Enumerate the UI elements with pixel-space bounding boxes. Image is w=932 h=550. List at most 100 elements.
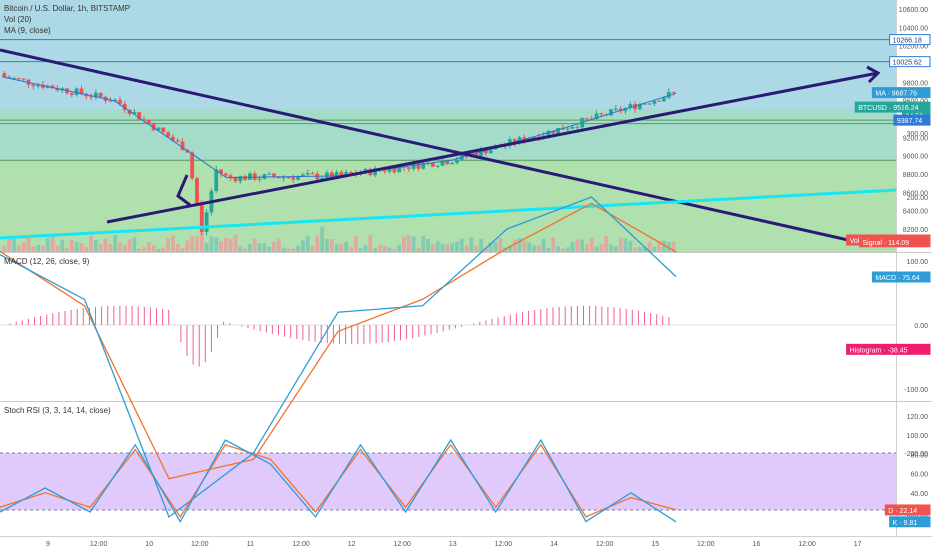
candle-body	[392, 168, 397, 173]
time-tick: 12:00	[596, 541, 614, 548]
volume-bar	[402, 236, 406, 252]
candle-body	[238, 176, 243, 182]
candle-body	[585, 118, 589, 120]
time-tick: 16	[753, 541, 761, 548]
support-line-cyan[interactable]	[0, 188, 897, 240]
time-tick: 14	[550, 541, 558, 548]
candle-body	[637, 104, 642, 110]
candle-body	[146, 119, 151, 124]
d-tag-bg	[884, 504, 931, 516]
volume-bar	[411, 236, 416, 252]
volume-bar	[585, 244, 589, 252]
candle-body	[122, 103, 127, 110]
stoch-rsi-series	[0, 438, 677, 523]
symbol-title[interactable]: Bitcoin / U.S. Dollar, 1h, BITSTAMP	[4, 4, 130, 13]
volume-bar	[156, 248, 161, 252]
volume-bar	[613, 246, 618, 252]
volume-bar	[666, 241, 671, 252]
volume-bar	[604, 236, 609, 252]
volume-bar	[36, 245, 41, 252]
volume-bar	[16, 245, 21, 252]
volume-bar	[137, 248, 142, 252]
level-10025-tag-label: 10025.62	[893, 60, 922, 67]
volume-bar	[609, 244, 613, 252]
time-axis[interactable]: 9 12:00 10 12:00 11 12:00 12 12:00 13 12:00 14 12:0…	[46, 541, 862, 548]
volume-bar	[450, 243, 455, 252]
volume-bar	[55, 245, 60, 252]
volume-bar	[108, 243, 113, 252]
ma-tag-bg	[871, 87, 931, 99]
volume-bar	[657, 240, 662, 252]
volume-bar	[219, 241, 223, 252]
volume-bar	[204, 243, 209, 252]
volume-bar	[392, 248, 397, 252]
volume-bar	[334, 244, 339, 252]
vol-indicator-label[interactable]: Vol (20)	[4, 15, 32, 24]
volume-bar	[50, 236, 55, 252]
volume-bar	[98, 243, 103, 252]
drawing-tools[interactable]	[0, 48, 897, 246]
downtrend-line[interactable]	[0, 48, 867, 246]
price-axes[interactable]: 8200.00 8400.00 8600.00 8800.00 9000.00 9200.…	[899, 7, 928, 522]
candle-body	[397, 166, 402, 173]
time-tick: 12:00	[393, 541, 411, 548]
price-pane-background	[0, 0, 896, 252]
candle-body	[445, 161, 450, 165]
volume-bar	[493, 242, 498, 252]
ma-indicator-label[interactable]: MA (9, close)	[4, 26, 51, 35]
volume-bar	[127, 239, 132, 252]
volume-bar	[209, 236, 214, 252]
volume-bar	[305, 235, 310, 252]
volume-bar	[300, 240, 305, 252]
candle-body	[16, 78, 21, 80]
volume-bar	[618, 237, 623, 252]
uptrend-arrow-line[interactable]	[106, 71, 879, 224]
candle-body	[151, 123, 156, 131]
volume-bar	[238, 246, 243, 252]
candle-body	[633, 104, 637, 110]
volume-bar	[353, 236, 358, 252]
candle-body	[652, 100, 657, 104]
candle-body	[508, 139, 512, 146]
price-tick: 10200.00	[899, 44, 928, 51]
volume-bar	[536, 245, 541, 252]
macd-title[interactable]: MACD (12, 26, close, 9)	[4, 257, 90, 266]
volume-bar	[286, 248, 291, 252]
volume-bar	[469, 236, 474, 252]
volume-bar	[589, 238, 594, 252]
volume-bar	[488, 242, 493, 252]
candle-body	[642, 103, 647, 105]
candle-body	[118, 99, 122, 104]
stoch-rsi-title[interactable]: Stoch RSI (3, 3, 14, 14, close)	[4, 406, 111, 415]
volume-bar	[560, 248, 565, 252]
volume-bar	[671, 241, 676, 252]
volume-bar	[190, 236, 195, 252]
candle-body	[671, 92, 676, 94]
volume-bar	[565, 247, 570, 252]
candle-body	[435, 165, 440, 167]
signal-line	[0, 202, 677, 480]
volume-bar	[272, 241, 276, 252]
volume-bar	[257, 243, 262, 252]
volume-bar	[93, 240, 98, 252]
price-tick: 8200.00	[903, 227, 928, 234]
rsi-tick: 60.00	[910, 472, 928, 479]
candle-body	[599, 113, 604, 115]
candle-body	[618, 108, 623, 112]
candle-body	[41, 84, 45, 88]
candle-body	[455, 159, 459, 163]
candle-body	[89, 96, 93, 98]
macd-line	[0, 196, 677, 519]
candle-body	[55, 88, 60, 91]
candle-body	[7, 76, 12, 79]
candle-body	[320, 177, 325, 180]
price-tick: 8600.00	[903, 190, 928, 197]
macd-tick: -200.00	[904, 451, 928, 458]
ma-tag-label: MA · 9687.76	[875, 91, 917, 98]
candle-body	[479, 149, 483, 157]
level-10266-tag-bg	[889, 34, 931, 46]
rsi-tick: 40.00	[910, 491, 928, 498]
time-tick: 12:00	[495, 541, 513, 548]
volume-bar	[570, 242, 575, 252]
